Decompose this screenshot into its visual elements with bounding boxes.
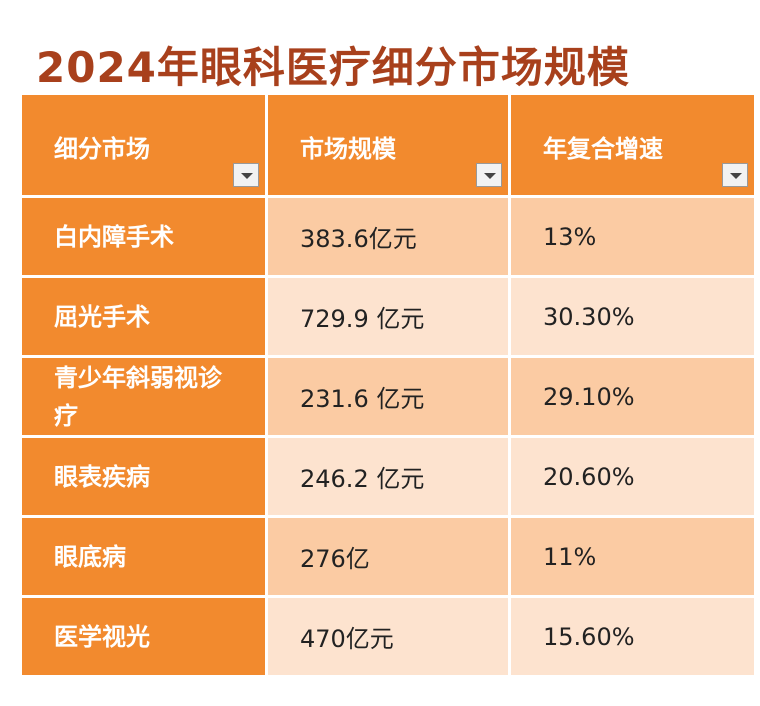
data-cell: 30.30% — [511, 278, 754, 355]
title: 2024年眼科医疗细分市场规模 — [36, 43, 630, 92]
filter-dropdown[interactable] — [476, 163, 502, 187]
row-label-text: 白内障手术 — [54, 222, 174, 251]
header-cell: 市场规模 — [268, 95, 508, 195]
data-cell-text: 13% — [543, 222, 597, 251]
data-cell-text: 383.6亿元 — [300, 225, 417, 253]
data-cell-text: 729.9 亿元 — [300, 305, 425, 333]
row-label: 医学视光 — [22, 598, 265, 675]
data-cell: 470亿元 — [268, 598, 508, 675]
data-cell: 20.60% — [511, 438, 754, 515]
header-cell-text: 市场规模 — [300, 135, 396, 163]
row-label: 眼底病 — [22, 518, 265, 595]
data-cell-text: 276亿 — [300, 545, 370, 573]
data-cell: 276亿 — [268, 518, 508, 595]
data-cell: 729.9 亿元 — [268, 278, 508, 355]
filter-dropdown[interactable] — [233, 163, 259, 187]
row-label-text: 眼底病 — [54, 542, 126, 571]
row-label-text: 屈光手术 — [54, 302, 150, 331]
data-cell-text: 15.60% — [543, 622, 635, 651]
header-cell-text: 细分市场 — [54, 135, 150, 163]
data-cell-text: 29.10% — [543, 382, 635, 411]
data-cell-text: 30.30% — [543, 302, 635, 331]
table: 细分市场 市场规模 年复合增速白内障手术 383.6亿元 13% 屈光手术 729.9 亿元… — [22, 95, 754, 675]
row-label-text: 眼表疾病 — [54, 462, 150, 491]
data-cell: 15.60% — [511, 598, 754, 675]
header-cell: 年复合增速 — [511, 95, 754, 195]
data-cell: 231.6 亿元 — [268, 358, 508, 435]
filter-dropdown[interactable] — [722, 163, 748, 187]
data-cell-text: 231.6 亿元 — [300, 385, 425, 413]
row-label: 青少年斜弱视诊疗 — [22, 358, 265, 435]
data-cell: 13% — [511, 198, 754, 275]
data-cell: 29.10% — [511, 358, 754, 435]
data-cell-text: 470亿元 — [300, 625, 394, 653]
data-cell-text: 11% — [543, 542, 597, 571]
row-label-text: 医学视光 — [54, 622, 150, 651]
row-label: 屈光手术 — [22, 278, 265, 355]
row-label: 眼表疾病 — [22, 438, 265, 515]
header-cell: 细分市场 — [22, 95, 265, 195]
row-label: 白内障手术 — [22, 198, 265, 275]
row-label-text: 青少年斜弱视诊疗 — [54, 363, 222, 430]
data-cell: 246.2 亿元 — [268, 438, 508, 515]
data-cell: 383.6亿元 — [268, 198, 508, 275]
data-cell-text: 20.60% — [543, 462, 635, 491]
data-cell-text: 246.2 亿元 — [300, 465, 425, 493]
data-cell: 11% — [511, 518, 754, 595]
header-cell-text: 年复合增速 — [543, 135, 663, 163]
